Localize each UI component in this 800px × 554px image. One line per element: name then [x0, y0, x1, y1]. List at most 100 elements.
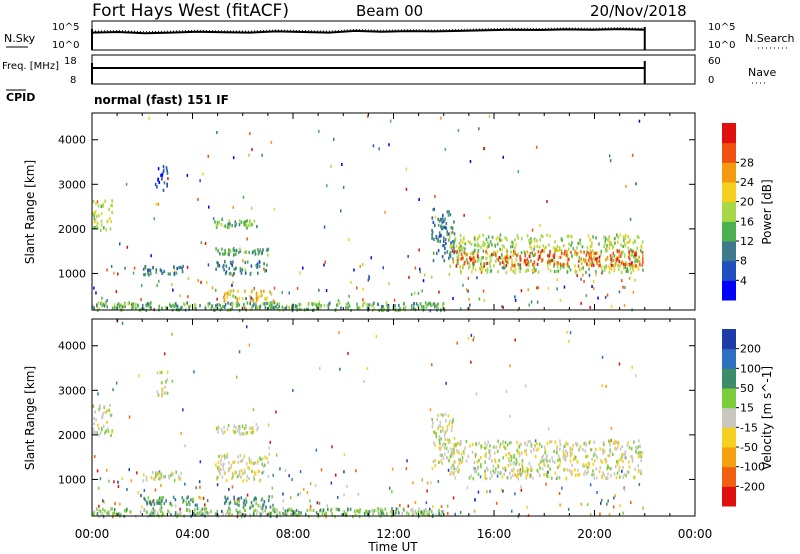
range-cell [462, 450, 465, 454]
range-cell [226, 455, 229, 459]
scatter-point [445, 381, 447, 385]
scatter-point [335, 473, 337, 477]
scatter-point [520, 485, 522, 489]
scatter-point [130, 479, 133, 483]
range-cell [163, 181, 166, 185]
range-cell [149, 513, 151, 517]
range-cell [482, 266, 484, 270]
range-cell [636, 451, 638, 455]
scatter-point [597, 296, 599, 300]
scatter-point [593, 287, 595, 291]
range-cell [623, 266, 625, 270]
range-cell [98, 407, 100, 411]
range-cell [513, 249, 515, 253]
range-cell [223, 462, 225, 466]
range-cell [602, 451, 604, 455]
range-cell [619, 251, 621, 255]
scatter-point [275, 410, 277, 414]
scatter-point [613, 267, 616, 271]
scatter-point [556, 278, 558, 282]
range-cell [222, 305, 224, 309]
range-cell [506, 443, 509, 447]
scatter-point [465, 288, 468, 292]
scatter-point [175, 511, 177, 514]
range-cell [614, 261, 617, 265]
range-cell [144, 498, 146, 502]
range-cell [148, 302, 151, 306]
range-cell [612, 251, 615, 255]
range-cell [607, 238, 610, 242]
range-cell [497, 439, 499, 443]
range-cell [563, 468, 565, 472]
n-sky-tick-top: 10^5 [52, 22, 79, 33]
range-cell [275, 508, 277, 512]
range-cell [94, 410, 96, 414]
scatter-point [208, 205, 210, 209]
range-cell [553, 269, 556, 274]
range-cell [402, 507, 405, 511]
range-cell [447, 414, 450, 418]
range-cell [491, 474, 493, 478]
scatter-point [514, 338, 516, 342]
range-cell [224, 471, 226, 475]
range-cell [165, 499, 167, 503]
range-cell [447, 440, 450, 445]
scatter-point [115, 381, 118, 385]
range-cell [101, 302, 103, 306]
range-cell [493, 451, 496, 455]
range-cell [591, 249, 594, 253]
range-cell [418, 507, 421, 511]
range-cell [576, 459, 579, 463]
range-cell [176, 267, 178, 271]
scatter-point [539, 223, 541, 227]
scatter-point [121, 477, 123, 481]
range-cell [398, 303, 400, 308]
range-cell [112, 512, 114, 516]
scatter-point [474, 454, 477, 458]
range-cell [459, 249, 461, 253]
range-cell [223, 299, 226, 303]
range-cell [436, 418, 439, 422]
range-cell [623, 254, 626, 258]
range-cell [170, 513, 172, 517]
range-cell [566, 468, 569, 472]
range-cell [147, 496, 150, 500]
range-cell [100, 223, 103, 227]
range-cell [616, 250, 619, 254]
range-cell [240, 512, 243, 516]
range-cell [641, 263, 644, 267]
range-cell [377, 507, 380, 511]
range-cell [240, 220, 243, 224]
range-cell [460, 439, 462, 443]
range-cell [215, 304, 217, 308]
range-cell [473, 256, 476, 260]
scatter-point [117, 480, 119, 484]
range-cell [613, 472, 616, 476]
range-cell [98, 213, 100, 218]
range-cell [614, 465, 617, 469]
scatter-point [337, 299, 340, 303]
range-cell [441, 221, 444, 225]
range-cell [510, 268, 512, 272]
range-cell [157, 472, 159, 476]
range-cell [595, 447, 597, 452]
range-cell [579, 257, 582, 261]
range-cell [448, 232, 450, 236]
range-cell [459, 269, 462, 273]
range-cell [249, 272, 252, 276]
scatter-point [405, 467, 408, 471]
range-cell [94, 220, 96, 224]
range-cell [236, 304, 238, 308]
range-cell [92, 427, 94, 431]
range-cell [415, 511, 418, 515]
colorbar-tick-label: 16 [740, 215, 754, 228]
range-cell [584, 258, 587, 263]
range-cell [613, 269, 615, 273]
range-cell [444, 246, 446, 250]
range-cell [612, 258, 615, 263]
range-cell [263, 500, 266, 504]
range-cell [584, 470, 587, 474]
scatter-point [325, 515, 327, 519]
range-cell [511, 258, 513, 262]
range-cell [437, 217, 439, 221]
